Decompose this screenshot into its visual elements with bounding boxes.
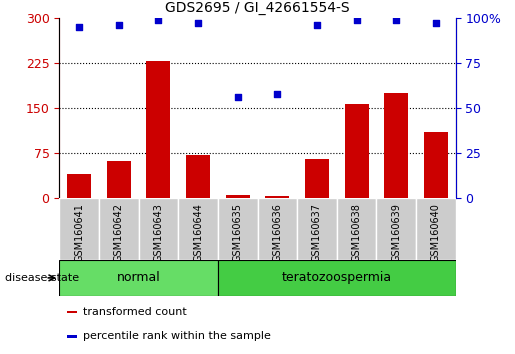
Text: GSM160643: GSM160643	[153, 203, 163, 262]
Bar	[384, 93, 408, 198]
Bar	[416, 198, 456, 260]
Bar	[424, 132, 448, 198]
Point	[194, 20, 202, 26]
Text: GSM160639: GSM160639	[391, 203, 401, 262]
Text: GSM160635: GSM160635	[233, 203, 243, 262]
Bar	[345, 104, 369, 198]
Text: teratozoospermia: teratozoospermia	[282, 272, 392, 284]
Text: normal: normal	[117, 272, 160, 284]
Bar	[139, 198, 178, 260]
Bar	[297, 198, 337, 260]
Text: GSM160641: GSM160641	[74, 203, 84, 262]
Point	[154, 17, 162, 22]
Point	[75, 24, 83, 29]
Bar	[258, 198, 297, 260]
Bar	[59, 198, 99, 260]
Text: GSM160644: GSM160644	[193, 203, 203, 262]
Text: GSM160638: GSM160638	[352, 203, 362, 262]
Bar	[186, 155, 210, 198]
Bar	[265, 196, 289, 198]
Point	[313, 22, 321, 28]
Bar	[67, 335, 77, 338]
Bar	[376, 198, 416, 260]
Bar	[59, 260, 218, 296]
Text: GSM160637: GSM160637	[312, 203, 322, 262]
Point	[233, 94, 242, 100]
Bar	[218, 198, 258, 260]
Text: transformed count: transformed count	[82, 307, 186, 317]
Bar	[67, 311, 77, 313]
Point	[392, 17, 401, 22]
Point	[352, 17, 360, 22]
Bar	[146, 61, 170, 198]
Bar	[218, 260, 456, 296]
Text: GSM160640: GSM160640	[431, 203, 441, 262]
Text: GSM160642: GSM160642	[114, 203, 124, 262]
Point	[432, 20, 440, 26]
Point	[273, 91, 281, 96]
Bar	[107, 161, 131, 198]
Bar	[337, 198, 376, 260]
Title: GDS2695 / GI_42661554-S: GDS2695 / GI_42661554-S	[165, 1, 350, 15]
Bar	[305, 159, 329, 198]
Bar	[226, 195, 250, 198]
Point	[114, 22, 123, 28]
Text: percentile rank within the sample: percentile rank within the sample	[82, 331, 270, 342]
Text: disease state: disease state	[5, 273, 79, 283]
Bar	[178, 198, 218, 260]
Bar	[99, 198, 139, 260]
Bar	[67, 174, 91, 198]
Text: GSM160636: GSM160636	[272, 203, 282, 262]
